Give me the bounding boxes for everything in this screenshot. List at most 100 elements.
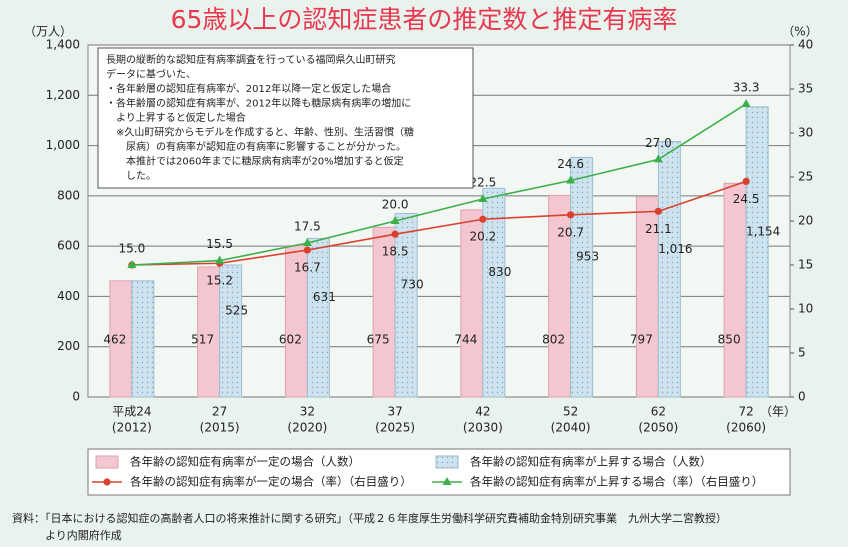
bar-value-label: 517 <box>191 333 214 347</box>
line-value-label: 22.5 <box>470 176 497 190</box>
bar-value-label: 953 <box>576 250 599 264</box>
line-value-label: 24.6 <box>557 157 584 171</box>
note-line: した。 <box>106 170 156 182</box>
marker <box>654 207 662 215</box>
bar-value-label: 602 <box>279 333 302 347</box>
note-line: より上昇すると仮定した場合 <box>106 111 246 124</box>
x-tick-label: 平成24 <box>112 405 151 419</box>
tick-label: 0 <box>72 390 80 404</box>
tick-label: 35 <box>798 82 813 96</box>
x-tick-label: (2025) <box>375 421 415 435</box>
x-tick-label: 72 <box>738 405 753 419</box>
x-tick-label: (2040) <box>551 421 591 435</box>
line-value-label: 16.7 <box>294 261 321 275</box>
marker <box>215 255 225 264</box>
note-line: ※久山町研究からモデルを作成すると、年齢、性別、生活習慣（糖 <box>106 126 414 139</box>
x-tick-label: (2020) <box>287 421 327 435</box>
x-tick-label: 52 <box>563 405 578 419</box>
tick-label: 1,200 <box>46 88 80 102</box>
marker <box>303 246 311 254</box>
line-value-label: 15.5 <box>206 237 233 251</box>
legend-marker <box>442 477 452 485</box>
bar <box>482 187 506 398</box>
marker <box>741 98 751 107</box>
x-tick-label: 62 <box>651 405 666 419</box>
bar-value-label: 802 <box>542 333 565 347</box>
line-value-label: 17.5 <box>294 220 321 234</box>
tick-label: 25 <box>798 170 813 184</box>
bar-value-label: 744 <box>454 333 477 347</box>
line-value-label: 20.7 <box>557 225 584 239</box>
marker <box>391 230 399 238</box>
legend: 各年齢の認知症有病率が一定の場合（人数） 各年齢の認知症有病率が上昇する場合（人数… <box>87 448 791 496</box>
bar-value-label: 675 <box>367 333 390 347</box>
tick-label: 15 <box>798 258 813 272</box>
marker <box>302 238 312 246</box>
line <box>131 103 747 266</box>
note-line: データに基づいた、 <box>106 68 196 81</box>
bar <box>657 141 681 398</box>
line-value-label: 33.3 <box>733 80 760 94</box>
bar-value-label: 730 <box>401 278 424 292</box>
line-value-label: 20.2 <box>470 230 497 244</box>
source-line: 資料：「日本における認知症の高齢者人口の将来推計に関する研究」（平成２６年度厚生… <box>12 511 727 525</box>
line-value-label: 18.5 <box>382 245 409 259</box>
bar-value-label: 631 <box>313 290 336 304</box>
x-tick-label: (2012) <box>112 421 152 435</box>
x-axis-unit: （年） <box>760 405 796 419</box>
tick-label: 40 <box>798 38 813 52</box>
bar-value-label: 830 <box>488 265 511 279</box>
x-tick-label: (2030) <box>463 421 503 435</box>
line-value-label: 21.1 <box>645 222 672 236</box>
x-tick-label: 32 <box>300 405 315 419</box>
note-bg <box>97 47 474 189</box>
marker <box>567 211 575 219</box>
tick-label: 600 <box>57 239 80 253</box>
legend-swatch <box>435 455 459 469</box>
marker <box>127 260 137 268</box>
tick-label: 5 <box>798 346 806 360</box>
x-tick-label: 42 <box>475 405 490 419</box>
marker <box>653 154 663 163</box>
line-value-label: 27.0 <box>645 136 672 150</box>
marker <box>742 177 750 185</box>
marker <box>479 215 487 223</box>
note-line: ・各年齢層の認知症有病率が、2012年以降一定と仮定した場合 <box>106 82 391 95</box>
bar-value-label: 797 <box>630 333 653 347</box>
tick-label: 0 <box>798 390 806 404</box>
note-line: 長期の縦断的な認知症有病率調査を行っている福岡県久山町研究 <box>106 53 396 66</box>
legend-label: 各年齢の認知症有病率が上昇する場合（率）（右目盛り） <box>470 475 763 489</box>
chart-title: 65歳以上の認知症患者の推定数と推定有病率 <box>171 5 678 34</box>
tick-label: 1,000 <box>46 138 80 152</box>
bar-value-label: 1,154 <box>746 224 780 238</box>
legend-label: 各年齢の認知症有病率が上昇する場合（人数） <box>470 455 712 469</box>
tick-label: 800 <box>57 188 80 202</box>
note-line: 尿病）の有病率が認知症の有病率に影響することが分かった。 <box>106 140 406 153</box>
note-line: ・各年齢層の認知症有病率が、2012年以降も糖尿病有病率の増加に <box>106 97 411 110</box>
bar <box>570 156 594 398</box>
tick-label: 20 <box>798 214 813 228</box>
line-value-label: 15.2 <box>206 274 233 288</box>
bar <box>131 280 155 398</box>
x-tick-label: 27 <box>212 405 227 419</box>
tick-label: 1,400 <box>46 38 80 52</box>
y-axis-unit: （万人） <box>24 25 72 39</box>
bar-value-label: 850 <box>718 333 741 347</box>
bar <box>306 237 330 398</box>
note-box: 長期の縦断的な認知症有病率調査を行っている福岡県久山町研究データに基づいた、・各… <box>97 47 474 189</box>
bar-value-label: 1,016 <box>658 242 692 256</box>
tick-label: 400 <box>57 289 80 303</box>
x-tick-label: 37 <box>387 405 402 419</box>
bar-value-label: 525 <box>225 304 248 318</box>
bar <box>723 182 747 398</box>
marker <box>478 194 488 202</box>
marker <box>566 175 576 184</box>
note-line: 本推計では2060年までに糖尿病有病率が20%増加すると仮定 <box>106 155 404 168</box>
bar <box>745 106 769 398</box>
bar-value-label: 462 <box>103 333 126 347</box>
tick-label: 200 <box>57 339 80 353</box>
tick-label: 10 <box>798 302 813 316</box>
line-value-label: 24.5 <box>733 192 760 206</box>
bar <box>394 212 418 398</box>
